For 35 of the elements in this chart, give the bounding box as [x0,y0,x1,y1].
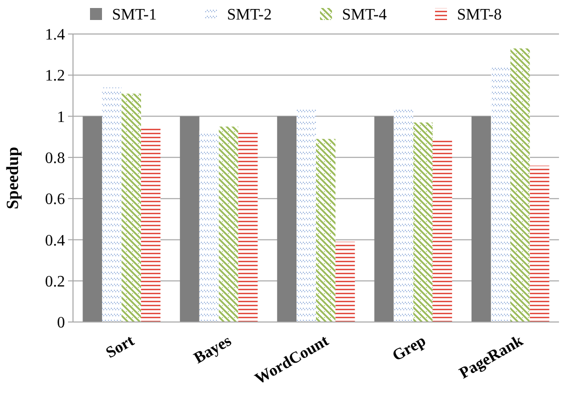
legend-label: SMT-4 [342,6,387,24]
bar [277,116,297,322]
y-tick-label: 1.2 [45,68,65,85]
y-tick-label: 0.6 [45,191,65,208]
bar [432,138,452,322]
legend-label: SMT-2 [227,6,272,24]
x-tick-label: Grep [390,332,429,365]
bar [316,138,336,322]
legend-label: SMT-8 [457,6,502,24]
y-tick-label: 0 [57,314,65,332]
bar [218,126,238,322]
bar [102,87,122,322]
bar [374,116,394,322]
x-tick-label: Sort [103,332,138,362]
y-tick-label: 0.4 [45,232,65,250]
y-tick-label: 1.4 [45,26,65,44]
bar [394,108,414,322]
y-tick-label: 0.8 [45,150,65,168]
y-axis-title: Speedup [3,146,22,210]
bar [238,132,258,322]
bar [82,116,102,322]
bar [530,166,550,322]
y-tick-label: 0.2 [45,273,65,290]
bar [141,126,160,322]
bar [296,108,316,322]
bar [510,48,530,322]
y-tick-label: 1 [57,108,65,126]
bar [335,242,355,322]
bar [180,116,200,322]
bar [413,122,433,322]
bar [472,116,491,322]
bar [122,94,142,322]
legend-label: SMT-1 [112,6,157,24]
bar [199,130,219,322]
x-tick-label: Bayes [191,332,234,368]
